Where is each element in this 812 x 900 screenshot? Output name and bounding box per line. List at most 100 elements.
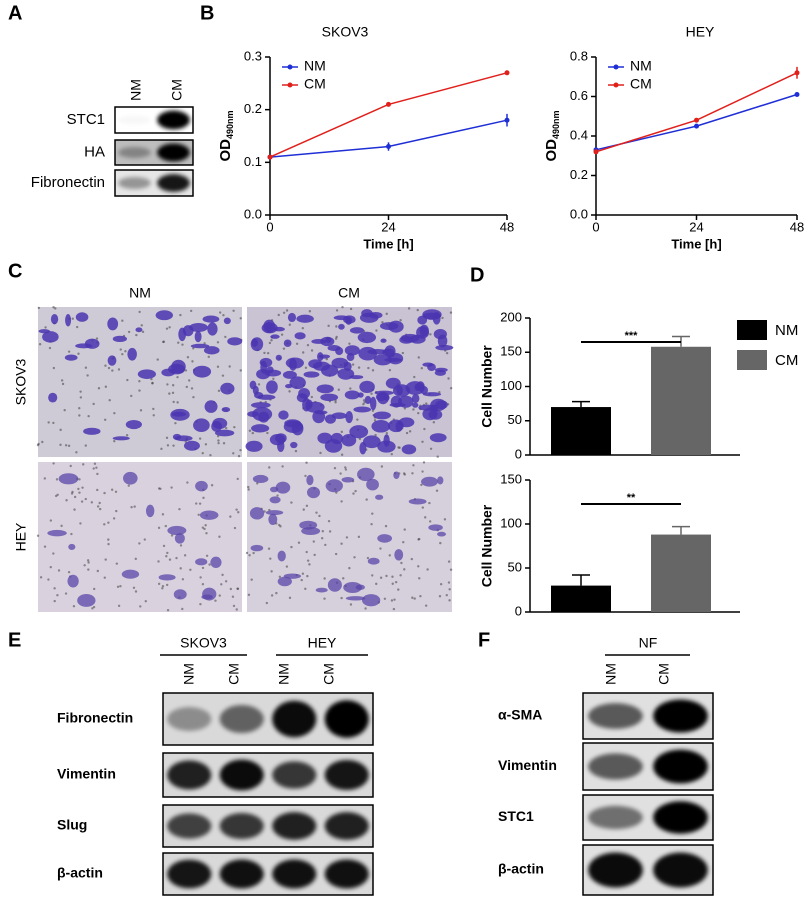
cell bbox=[283, 573, 302, 579]
pore bbox=[304, 474, 307, 478]
pore bbox=[52, 552, 55, 555]
pore bbox=[39, 576, 43, 579]
pore bbox=[384, 524, 388, 528]
significance-label: *** bbox=[625, 330, 639, 342]
cell bbox=[432, 312, 441, 325]
cell bbox=[167, 525, 187, 536]
pore bbox=[191, 360, 194, 363]
y-tick-label: 0.1 bbox=[244, 154, 262, 169]
cell bbox=[298, 387, 311, 399]
pore bbox=[362, 402, 365, 406]
pore bbox=[170, 534, 174, 537]
pore bbox=[250, 578, 253, 581]
y-axis-label: Cell Number bbox=[479, 345, 495, 428]
blot-band bbox=[157, 174, 190, 192]
pore bbox=[397, 588, 400, 591]
pore bbox=[160, 447, 163, 451]
cell bbox=[202, 315, 220, 323]
y-tick-label: 50 bbox=[508, 559, 522, 574]
bar bbox=[551, 585, 611, 612]
blot-band bbox=[157, 143, 190, 162]
pore bbox=[288, 323, 291, 326]
pore bbox=[375, 582, 378, 586]
pore bbox=[103, 491, 106, 495]
pore bbox=[405, 431, 409, 435]
pore bbox=[52, 462, 55, 465]
cell bbox=[308, 359, 323, 369]
pore bbox=[183, 554, 187, 557]
blot-band bbox=[219, 704, 264, 734]
cell bbox=[107, 355, 117, 366]
lane-label: NM bbox=[128, 79, 144, 101]
cell bbox=[178, 327, 187, 342]
pore bbox=[320, 537, 324, 540]
pore bbox=[344, 466, 347, 469]
pore bbox=[104, 364, 107, 367]
pore bbox=[171, 391, 175, 395]
blot-band bbox=[167, 813, 212, 839]
cell bbox=[357, 331, 377, 344]
pore bbox=[64, 444, 68, 447]
cell bbox=[210, 556, 222, 569]
pore bbox=[275, 591, 278, 595]
cell bbox=[394, 549, 404, 561]
cell bbox=[227, 337, 243, 346]
pore bbox=[92, 467, 95, 470]
pore bbox=[92, 402, 95, 406]
cell bbox=[282, 370, 297, 379]
pore bbox=[181, 578, 185, 581]
pore bbox=[126, 378, 129, 382]
chart-title: SKOV3 bbox=[322, 24, 369, 40]
pore bbox=[375, 329, 378, 332]
pore bbox=[402, 472, 406, 475]
cell bbox=[251, 424, 270, 433]
cell bbox=[327, 344, 341, 352]
pore bbox=[197, 513, 200, 517]
cell bbox=[375, 494, 384, 500]
pore bbox=[157, 582, 161, 586]
cell bbox=[320, 393, 339, 402]
cell bbox=[137, 369, 156, 379]
pore bbox=[78, 478, 81, 481]
cell bbox=[416, 381, 425, 392]
pore bbox=[72, 605, 76, 608]
pore bbox=[356, 418, 359, 421]
pore bbox=[357, 535, 361, 539]
chart-title: HEY bbox=[686, 24, 715, 40]
blot-band bbox=[324, 812, 369, 840]
cell bbox=[174, 435, 193, 442]
cell bbox=[284, 419, 301, 428]
pore bbox=[380, 465, 384, 468]
pore bbox=[366, 556, 370, 560]
cell bbox=[265, 510, 284, 516]
pore bbox=[54, 307, 57, 310]
pore bbox=[306, 559, 310, 562]
pore bbox=[112, 517, 116, 520]
pore bbox=[218, 311, 222, 314]
row-label: Fibronectin bbox=[31, 174, 105, 191]
pore bbox=[247, 593, 251, 597]
pore bbox=[403, 568, 406, 571]
cell bbox=[161, 368, 175, 377]
pore bbox=[334, 337, 338, 340]
pore bbox=[323, 597, 326, 600]
pore bbox=[340, 596, 343, 600]
pore bbox=[233, 526, 237, 530]
pore bbox=[60, 524, 63, 528]
pore bbox=[104, 558, 107, 561]
pore bbox=[57, 569, 61, 572]
cell bbox=[358, 346, 378, 361]
pore bbox=[84, 366, 88, 369]
cell bbox=[317, 352, 324, 362]
cell bbox=[145, 504, 155, 518]
cell bbox=[353, 406, 372, 413]
row-label: STC1 bbox=[498, 808, 534, 824]
pore bbox=[77, 487, 80, 491]
cell bbox=[296, 314, 314, 323]
pore bbox=[232, 309, 235, 312]
blot-band bbox=[324, 760, 369, 790]
pore bbox=[143, 538, 146, 541]
pore bbox=[300, 578, 303, 582]
pore bbox=[269, 557, 272, 560]
pore bbox=[165, 327, 169, 330]
